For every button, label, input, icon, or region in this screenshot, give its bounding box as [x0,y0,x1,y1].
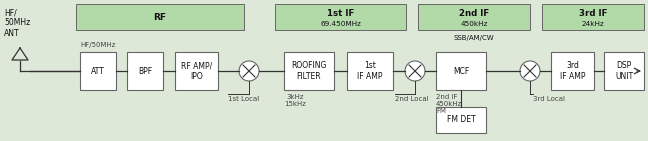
Text: MCF: MCF [453,67,469,75]
Text: 24kHz: 24kHz [582,20,605,27]
Bar [551,52,594,90]
Bar [436,52,486,90]
Bar [284,52,334,90]
Text: 2nd IF: 2nd IF [459,9,489,18]
Text: 3kHz
15kHz: 3kHz 15kHz [284,94,306,107]
Text: 2nd IF
450kHz
FM: 2nd IF 450kHz FM [436,94,462,114]
Bar [275,4,406,30]
Text: 1st IF: 1st IF [327,9,354,18]
Text: FM DET: FM DET [446,115,476,125]
Text: 3rd
IF AMP: 3rd IF AMP [560,61,585,81]
Bar [127,52,163,90]
Text: ROOFING
FILTER: ROOFING FILTER [292,61,327,81]
Text: DSP
UNIT: DSP UNIT [615,61,633,81]
Text: 1st
IF AMP: 1st IF AMP [357,61,383,81]
Text: HF/50MHz: HF/50MHz [80,42,115,48]
Text: HF/
50MHz
ANT: HF/ 50MHz ANT [4,8,30,38]
Bar [76,4,244,30]
Text: 69.450MHz: 69.450MHz [320,20,361,27]
Text: RF AMP/
IPO: RF AMP/ IPO [181,61,212,81]
Text: 3rd Local: 3rd Local [533,96,565,102]
Circle shape [239,61,259,81]
Text: BPF: BPF [138,67,152,75]
Circle shape [405,61,425,81]
Text: 3rd IF: 3rd IF [579,9,607,18]
Bar [347,52,393,90]
Bar [542,4,644,30]
Text: 2nd Local: 2nd Local [395,96,428,102]
Text: 450kHz: 450kHz [460,20,488,27]
Text: RF: RF [154,13,167,21]
Bar [80,52,116,90]
Bar [436,107,486,133]
Text: SSB/AM/CW: SSB/AM/CW [454,35,494,41]
Circle shape [520,61,540,81]
Bar [604,52,644,90]
Bar [418,4,530,30]
Text: 1st Local: 1st Local [228,96,259,102]
Bar [175,52,218,90]
Text: ATT: ATT [91,67,105,75]
